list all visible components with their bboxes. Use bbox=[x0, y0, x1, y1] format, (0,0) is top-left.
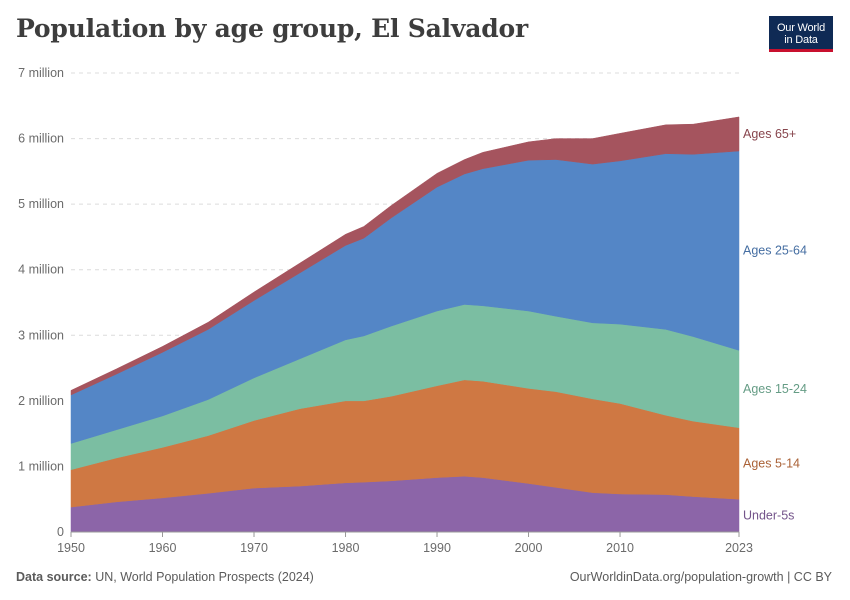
series-label-ages-15-24: Ages 15-24 bbox=[743, 382, 807, 396]
x-tick-label: 1960 bbox=[149, 541, 177, 555]
area-ages-65[interactable] bbox=[70, 116, 740, 396]
logo-line-2: in Data bbox=[784, 34, 818, 46]
x-tick-label: 2023 bbox=[725, 541, 753, 555]
series-label-layer: Ages 65+ Ages 25-64 Ages 15-24 Ages 5-14 Und… bbox=[743, 127, 807, 523]
logo-line-1: Our World bbox=[776, 22, 826, 34]
x-tick-label: 1970 bbox=[240, 541, 268, 555]
owid-logo[interactable]: Our World in Data bbox=[769, 16, 833, 52]
series-label-ages-5-14: Ages 5-14 bbox=[743, 456, 800, 470]
series-label-under-5s: Under-5s bbox=[743, 509, 794, 523]
chart-title: Population by age group, El Salvador bbox=[16, 14, 529, 43]
axis-layer: 0 1 million 2 million 3 million 4 million 5 m… bbox=[18, 66, 753, 555]
y-tick-label: 6 million bbox=[18, 132, 64, 146]
y-tick-label: 0 bbox=[57, 525, 64, 539]
series-label-ages-25-64: Ages 25-64 bbox=[743, 244, 807, 258]
x-tick-label: 1990 bbox=[423, 541, 451, 555]
series-label-ages-65: Ages 65+ bbox=[743, 127, 796, 141]
y-tick-label: 7 million bbox=[18, 66, 64, 80]
y-tick-label: 5 million bbox=[18, 197, 64, 211]
source-link[interactable]: OurWorldinData.org/population-growth | C… bbox=[569, 570, 832, 584]
data-source: Data source: UN, World Population Prospe… bbox=[16, 570, 314, 584]
x-tick-label: 1980 bbox=[332, 541, 360, 555]
y-tick-label: 2 million bbox=[18, 394, 64, 408]
data-source-text: UN, World Population Prospects (2024) bbox=[95, 570, 314, 584]
x-tick-label: 2000 bbox=[515, 541, 543, 555]
data-source-label: Data source: bbox=[16, 570, 92, 584]
x-tick-label: 2010 bbox=[606, 541, 634, 555]
y-tick-label: 1 million bbox=[18, 459, 64, 473]
x-tick-label: 1950 bbox=[57, 541, 85, 555]
area-layer bbox=[70, 116, 740, 533]
stacked-area-chart[interactable]: 0 1 million 2 million 3 million 4 million 5 m… bbox=[0, 0, 850, 560]
y-tick-label: 3 million bbox=[18, 328, 64, 342]
y-tick-label: 4 million bbox=[18, 263, 64, 277]
